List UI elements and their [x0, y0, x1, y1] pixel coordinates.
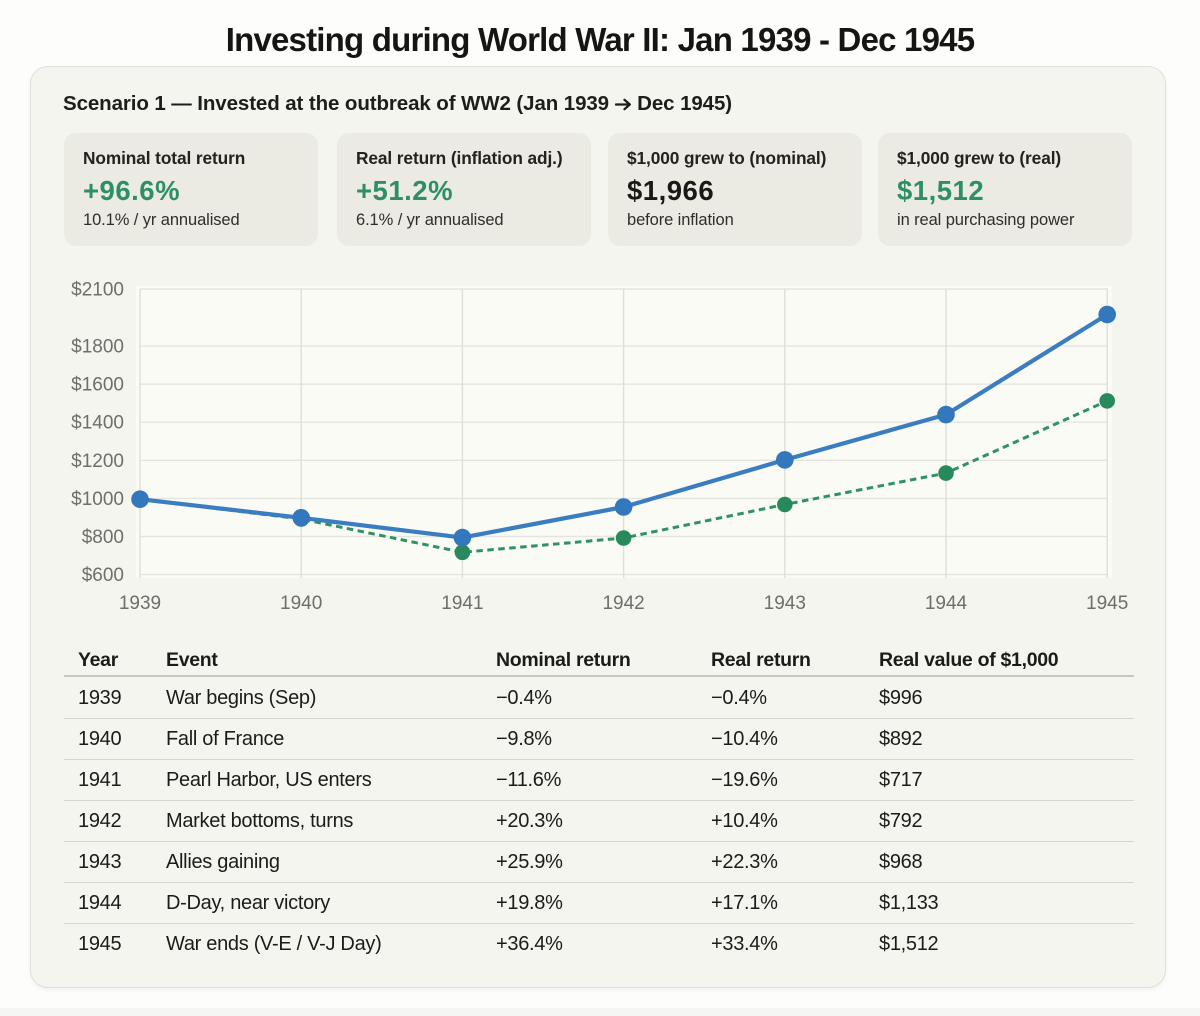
svg-text:$1600: $1600	[71, 375, 124, 396]
svg-text:1941: 1941	[441, 593, 483, 614]
svg-text:$600: $600	[82, 565, 124, 586]
svg-text:$800: $800	[82, 527, 124, 548]
svg-text:$1400: $1400	[71, 413, 124, 434]
svg-text:$1800: $1800	[71, 337, 124, 358]
svg-text:1943: 1943	[764, 593, 806, 614]
svg-text:$1200: $1200	[71, 451, 124, 472]
svg-text:1945: 1945	[1086, 593, 1128, 614]
svg-text:$2100: $2100	[71, 280, 124, 301]
svg-text:1942: 1942	[602, 593, 644, 614]
svg-text:1944: 1944	[925, 593, 968, 614]
svg-text:1939: 1939	[119, 593, 161, 614]
svg-text:$1000: $1000	[71, 489, 124, 510]
svg-text:1940: 1940	[280, 593, 322, 614]
